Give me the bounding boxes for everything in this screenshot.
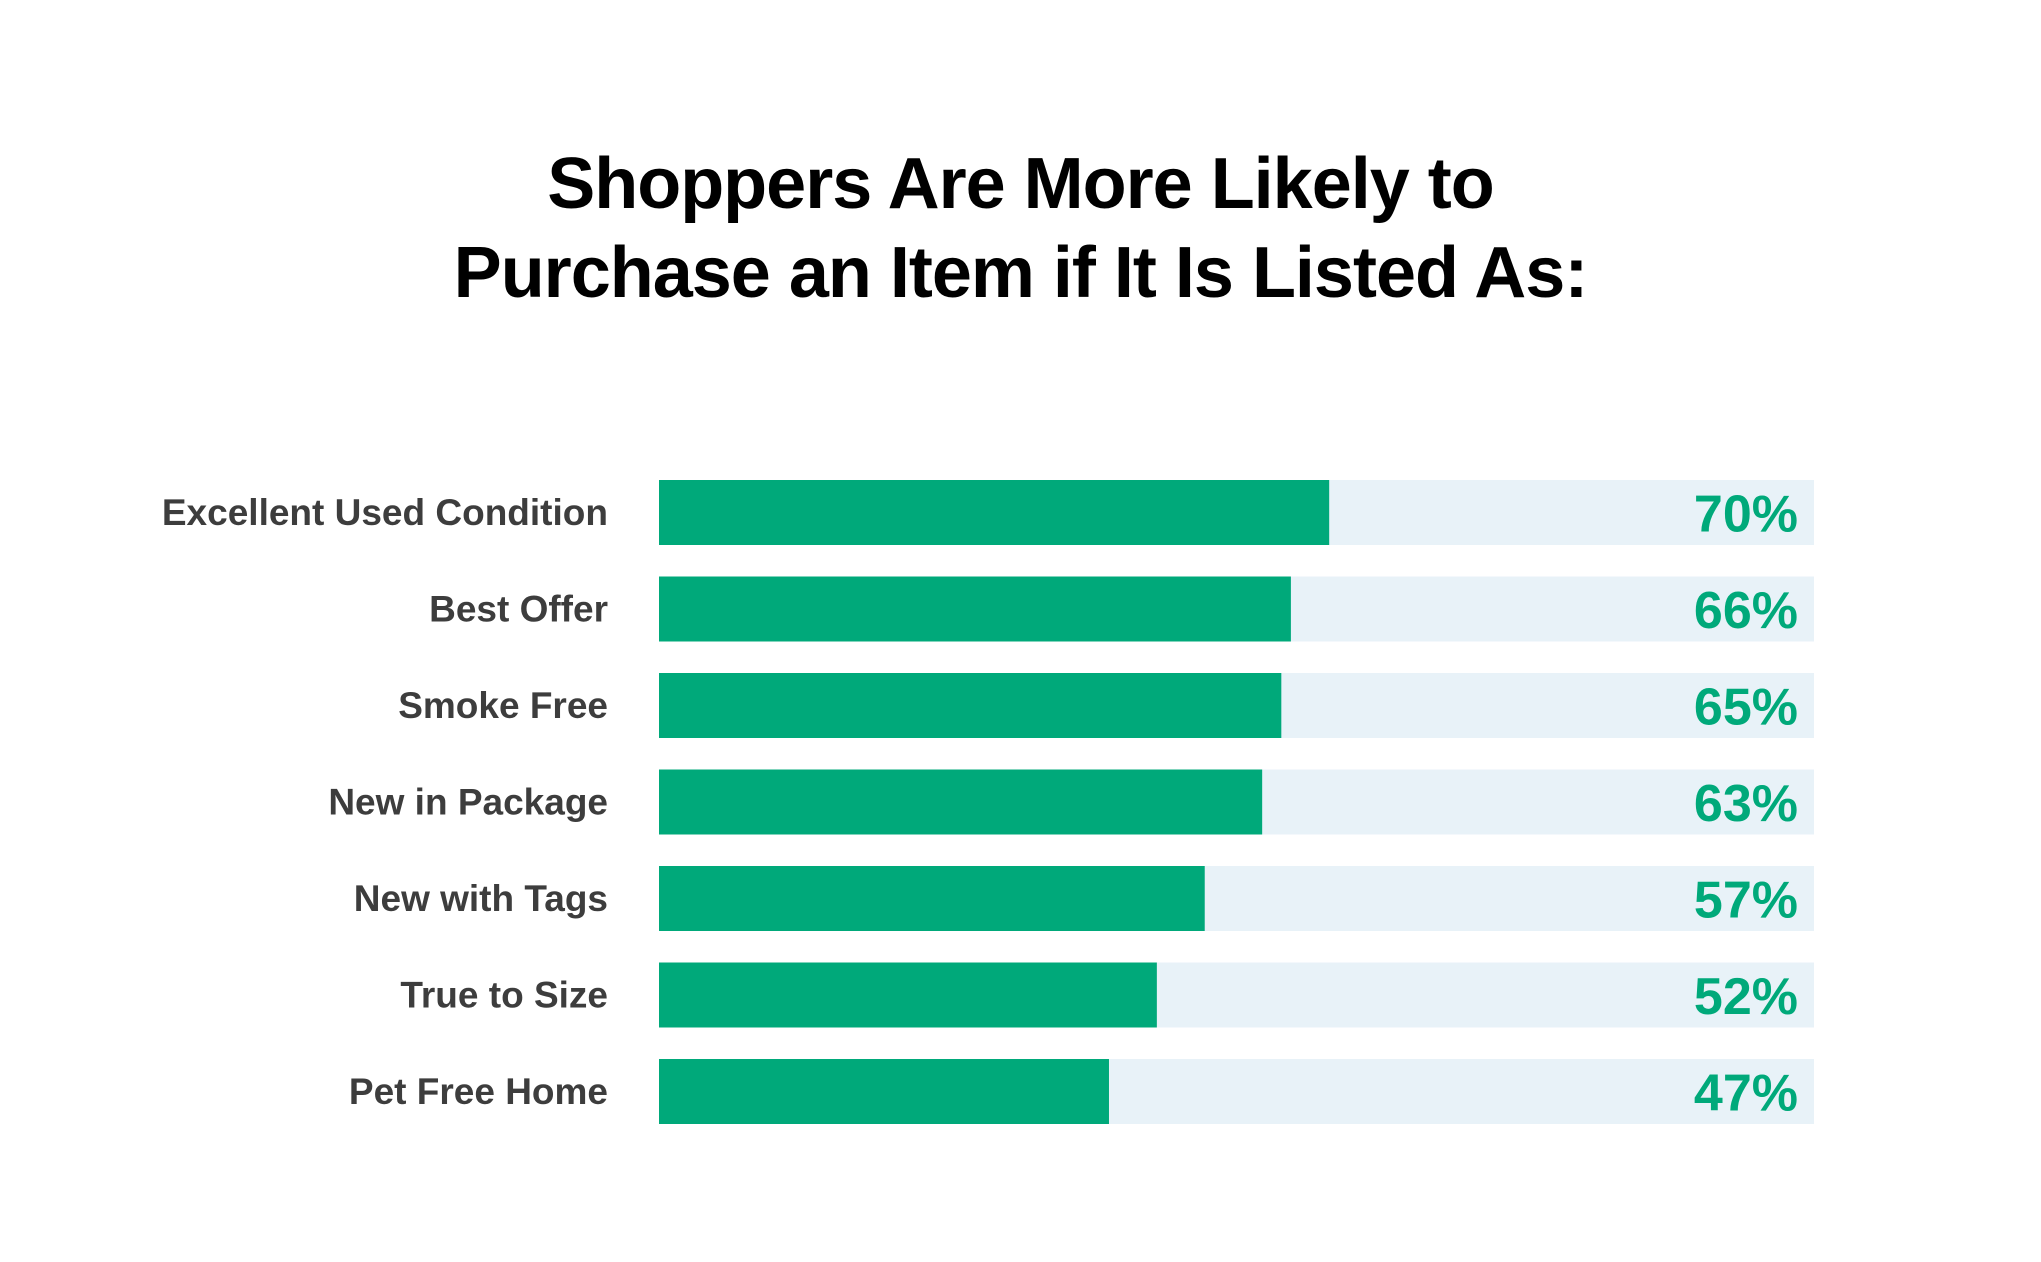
bar-row: Smoke Free 65% [398, 673, 1814, 738]
bar [659, 480, 1330, 545]
bar [659, 576, 1291, 642]
category-label: Smoke Free [398, 685, 608, 726]
value-label: 47% [1694, 1065, 1798, 1123]
bar-row: New with Tags 57% [354, 866, 1814, 931]
bar [659, 673, 1282, 738]
value-label: 52% [1694, 968, 1798, 1026]
bar-row: Pet Free Home 47% [349, 1059, 1814, 1124]
bar-row: Excellent Used Condition 70% [162, 480, 1814, 545]
value-label: 57% [1694, 872, 1798, 930]
chart-title-line-2: Purchase an Item if It Is Listed As: [453, 233, 1589, 313]
value-label: 70% [1694, 486, 1798, 544]
bar-row: New in Package 63% [328, 769, 1814, 835]
value-label: 65% [1694, 679, 1798, 737]
category-label: True to Size [400, 975, 608, 1016]
category-label: New in Package [328, 782, 608, 823]
value-label: 63% [1694, 775, 1798, 833]
category-label: Pet Free Home [349, 1071, 608, 1112]
value-label: 66% [1694, 582, 1798, 640]
bar-row: True to Size 52% [400, 962, 1814, 1028]
chart-title: Shoppers Are More Likely to Purchase an … [0, 140, 2041, 318]
bar [659, 769, 1263, 835]
bar-row: Best Offer 66% [429, 576, 1814, 642]
bar [659, 962, 1157, 1028]
bar [659, 866, 1205, 931]
bar [659, 1059, 1109, 1124]
chart-title-line-1: Shoppers Are More Likely to [547, 144, 1495, 224]
category-label: Excellent Used Condition [162, 492, 608, 533]
category-label: New with Tags [354, 878, 608, 919]
category-label: Best Offer [429, 589, 608, 630]
